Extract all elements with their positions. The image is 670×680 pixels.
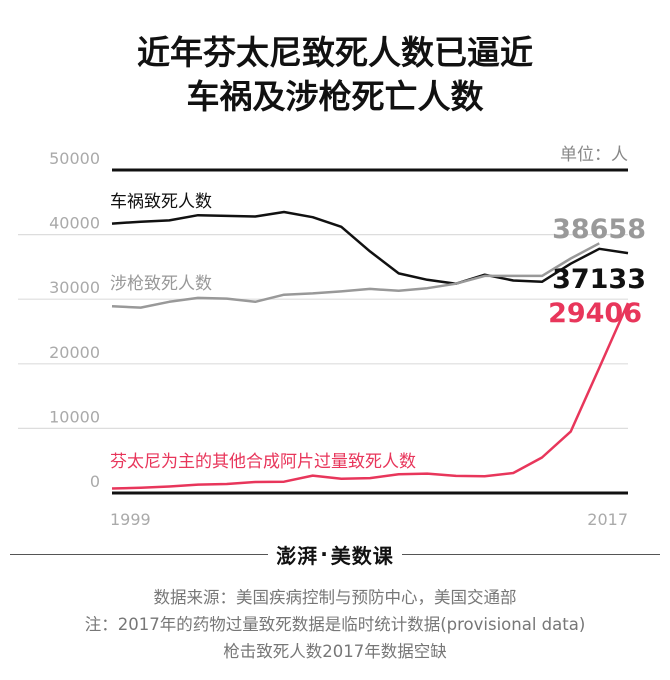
series-name-label-1: 涉枪致死人数 <box>110 274 212 294</box>
y-tick-label: 40000 <box>49 214 100 233</box>
y-tick-label: 10000 <box>49 407 100 426</box>
footer-divider-right <box>402 554 660 555</box>
y-tick-labels: 0 10000 20000 30000 40000 50000 <box>49 149 100 491</box>
footer-divider-left <box>10 554 268 555</box>
data-source: 数据来源：美国疾病控制与预防中心，美国交通部 <box>153 588 517 607</box>
x-tick-labels: 1999 2017 <box>110 510 628 529</box>
end-value-labels: 37133 38658 29406 <box>548 214 646 329</box>
x-tick-label-end: 2017 <box>587 510 628 529</box>
series-name-label-0: 车祸致死人数 <box>110 192 212 212</box>
logo-section-text: 美数课 <box>330 543 394 568</box>
chart-title-line-2: 车祸及涉枪死亡人数 <box>186 77 484 116</box>
series-line-1 <box>111 242 600 309</box>
y-tick-label: 50000 <box>49 149 100 168</box>
chart-title-line-1: 近年芬太尼致死人数已逼近 <box>137 33 533 72</box>
x-tick-label-start: 1999 <box>110 510 151 529</box>
series-lines <box>111 210 630 490</box>
line-chart: 0 10000 20000 30000 40000 50000 1999 2017 单位：人… <box>18 145 646 529</box>
y-tick-label: 0 <box>90 472 100 491</box>
series-line-2 <box>111 302 630 490</box>
footnote: 注：2017年的药物过量致死数据是临时统计数据(provisional data… <box>84 615 586 634</box>
y-tick-label: 20000 <box>49 343 100 362</box>
end-value-label-0: 37133 <box>552 264 646 295</box>
end-value-label-2: 29406 <box>548 298 642 329</box>
logo-brand-text: 澎湃 <box>276 543 319 568</box>
series-line-0 <box>111 210 629 285</box>
unit-label: 单位：人 <box>560 145 628 165</box>
brand-logo: 澎湃 · 美数课 <box>272 538 398 570</box>
y-tick-label: 30000 <box>49 278 100 297</box>
logo-dot: · <box>320 542 329 566</box>
end-value-label-1: 38658 <box>552 214 646 245</box>
gridlines <box>18 168 628 495</box>
series-name-label-2: 芬太尼为主的其他合成阿片过量致死人数 <box>110 452 416 472</box>
footnote-2: 枪击致死人数2017年数据空缺 <box>223 642 447 661</box>
